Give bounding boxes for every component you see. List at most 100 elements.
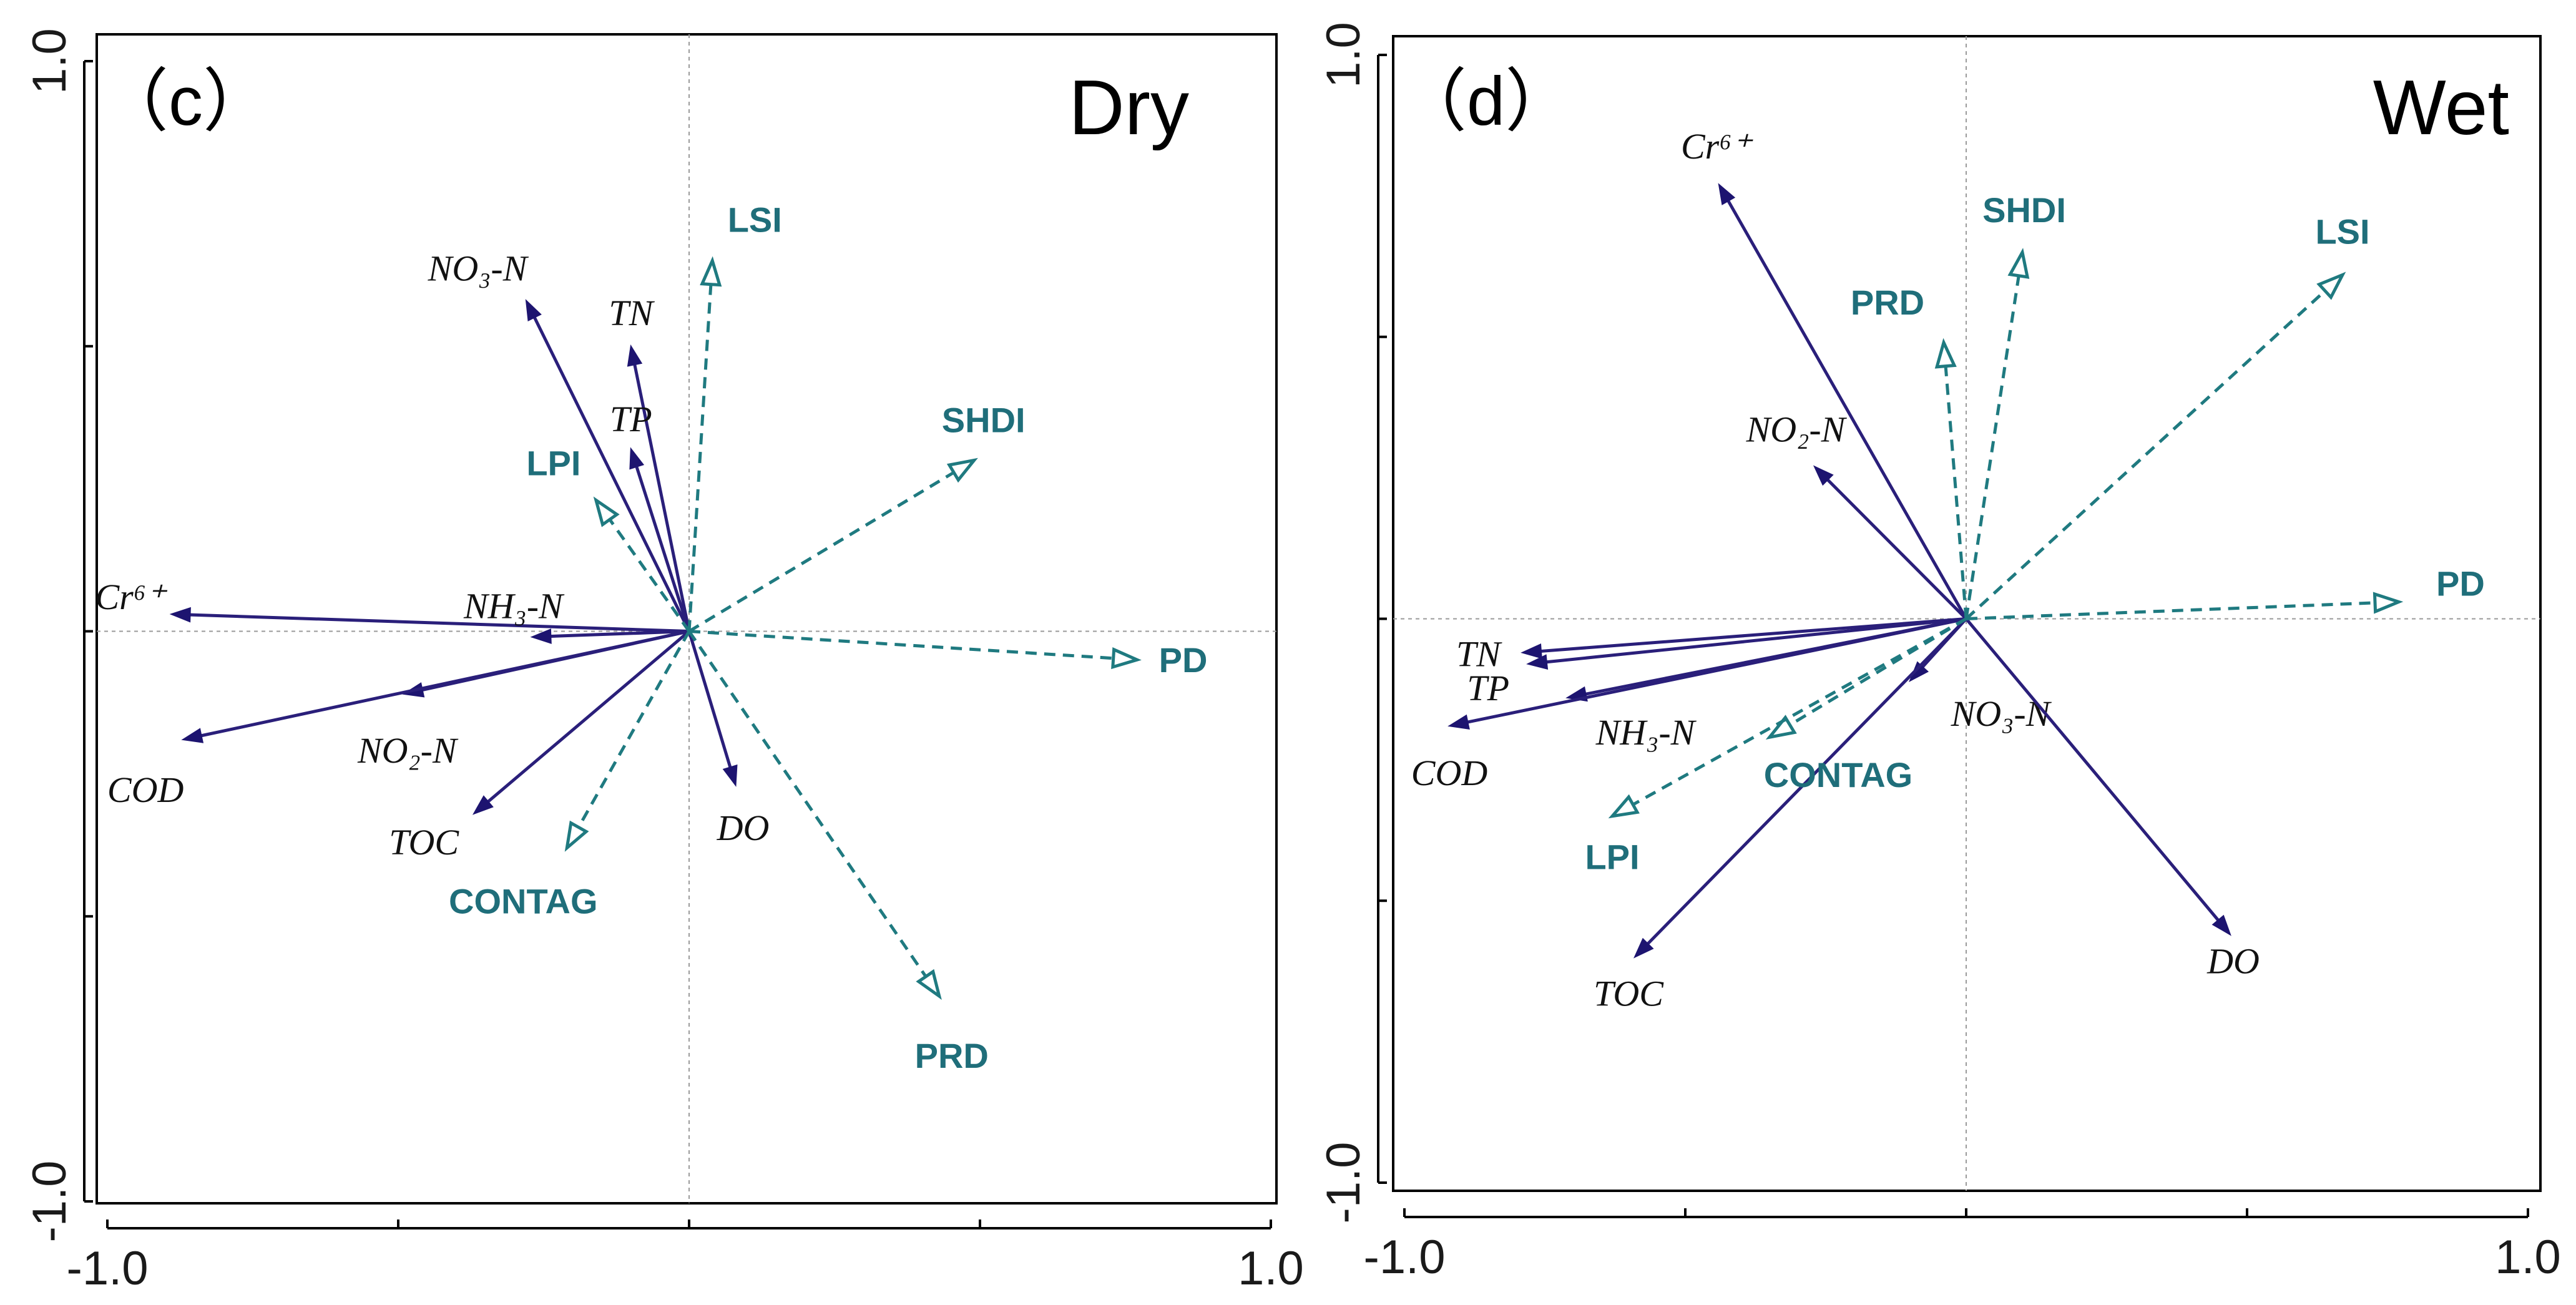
env-vector-cod: COD [1411,617,1967,793]
env-vector-arrowhead [1526,654,1549,670]
landscape-vector-arrowhead [700,256,722,287]
env-vector-label: TN [609,293,655,333]
y-tick-label-min: -1.0 [1317,1142,1370,1224]
landscape-vector-contag: CONTAG [449,630,691,921]
landscape-vector-line [1788,617,1967,727]
landscape-vector-lsi: LSI [687,200,782,632]
env-vector-line [530,311,691,632]
landscape-vector-arrowhead [1765,715,1797,740]
landscape-vector-lpi: LPI [1585,617,1967,877]
landscape-vector-line [607,517,691,632]
env-vector-cod: COD [107,630,690,810]
env-vector-tp: TP [610,399,691,632]
landscape-vector-label: LPI [1585,838,1639,877]
env-vector-toc: TOC [1594,617,1967,1014]
env-vector-tn: TN [609,293,691,632]
landscape-vector-pd: PD [688,630,1208,680]
env-vector-cr6plus: Cr⁶⁺ [95,577,690,633]
x-tick-label-max: 1.0 [1238,1242,1304,1295]
env-vector-label: TN [1456,634,1502,675]
env-vector-arrowhead [1813,465,1834,486]
env-vector-label: NO₂-N [1746,409,1848,450]
env-vector-line [1965,617,2224,926]
env-vector-tn: TN [1456,617,1967,675]
env-vector-label: NO₂-N [357,730,459,771]
env-vector-label: NH₃-N [1595,712,1697,753]
env-vector-label: COD [107,770,184,810]
env-vector-line [1534,617,1967,653]
landscape-vector-label: LSI [2315,212,2369,251]
env-vector-line [482,630,690,807]
landscape-vector-arrowhead [1934,338,1957,369]
landscape-vector-prd: PRD [687,630,989,1075]
landscape-vector-shdi: SHDI [1964,190,2066,619]
env-vector-line [687,630,734,774]
env-vector-line [632,358,691,632]
panel-label: （c） [100,63,272,140]
env-vector-label: TP [1467,668,1509,708]
landscape-vector-line [687,630,928,979]
landscape-vector-line [1965,288,2328,620]
env-vector-tp: TP [1467,617,1967,708]
landscape-vector-label: PD [1159,640,1208,680]
landscape-vector-arrowhead [2316,271,2346,300]
landscape-vector-label: SHDI [942,400,1026,439]
landscape-vector-arrowhead [1111,647,1142,670]
landscape-vector-line [1944,364,1968,619]
env-vector-arrowhead [722,764,738,787]
landscape-vector-arrowhead [916,969,942,1000]
landscape-vector-label: CONTAG [1764,755,1913,794]
landscape-vector-line [687,283,713,632]
env-vector-label: NH₃-N [463,586,565,627]
env-vector-arrowhead [530,628,552,644]
landscape-vector-line [688,630,1115,660]
env-vector-line [195,630,690,739]
landscape-vector-label: LPI [526,443,580,482]
env-vector-arrowhead [1521,643,1542,659]
env-vector-arrowhead [1447,714,1470,730]
env-vector-label: NO₃-N [428,248,529,289]
landscape-vector-line [1966,601,2377,620]
landscape-vector-pd: PD [1966,564,2485,620]
landscape-vector-label: SHDI [1982,190,2066,230]
env-vector-arrowhead [629,447,645,470]
landscape-vector-label: CONTAG [449,882,598,921]
env-vector-do: DO [687,630,770,848]
env-vector-line [1822,474,1967,620]
env-vector-label: COD [1411,753,1488,793]
landscape-vector-line [1964,274,2021,619]
env-vector-label: DO [717,808,770,848]
landscape-vector-line [1631,617,1967,807]
landscape-vector-arrowhead [593,496,620,527]
y-tick-label-max: 1.0 [23,28,76,94]
panel-label: （d） [1398,63,1574,140]
x-tick-label-min: -1.0 [1364,1231,1446,1284]
landscape-vector-label: PD [2436,564,2485,603]
landscape-vector-arrowhead [1608,794,1640,819]
landscape-vector-label: PRD [915,1036,989,1075]
env-vector-no2-n: NO₂-N [357,630,690,771]
env-vector-arrowhead [181,728,204,743]
y-tick-label-max: 1.0 [1317,22,1370,88]
plot-frame [95,33,1278,1205]
landscape-vector-label: LSI [728,200,782,240]
panel-dry: -1.0 1.0 1.0 -1.0 （c） Dry NO₃-N TN TP Cr⁶⁺ NH₃-N NO… [23,28,1304,1295]
env-vector-arrowhead [525,299,542,321]
env-vector-label: TOC [389,822,459,863]
env-vector-line [1642,617,1967,950]
landscape-vector-arrowhead [2007,248,2030,279]
landscape-vector-arrowhead [946,457,978,483]
env-vector-toc: TOC [389,630,690,863]
env-vector-arrowhead [627,344,643,367]
env-vector-line [184,613,690,633]
env-vector-line [1461,617,1967,725]
env-vector-nh3-n: NH₃-N [463,586,690,644]
env-vector-arrowhead [2211,914,2231,936]
landscape-vector-label: PRD [1851,283,1924,322]
env-vector-label: Cr⁶⁺ [1681,126,1753,167]
env-vector-line [633,460,691,632]
landscape-vector-arrowhead [2373,592,2404,614]
env-vector-no3-n: NO₃-N [428,248,691,632]
